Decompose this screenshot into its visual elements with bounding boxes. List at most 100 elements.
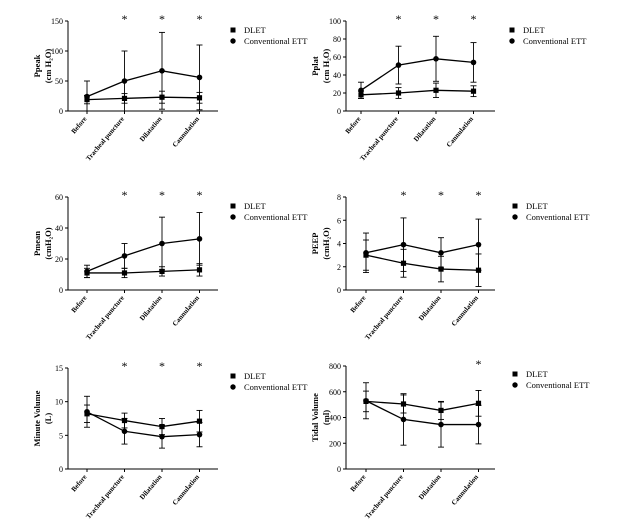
series-conventional-ett	[363, 217, 482, 274]
data-point	[400, 416, 407, 423]
x-tick-label: Cannulation	[171, 294, 201, 328]
legend-label-dlet: DLET	[244, 201, 267, 211]
x-tick-label: Before	[344, 115, 363, 135]
significance-mark: *	[122, 188, 128, 202]
data-point	[196, 418, 203, 424]
series-line	[365, 400, 479, 412]
legend-label-conventional-ett: Conventional ETT	[244, 36, 308, 46]
significance-mark: *	[476, 357, 482, 371]
significance-mark: *	[159, 359, 165, 373]
series-dlet	[363, 239, 482, 287]
y-axis-label-line: (cmH₂O)	[43, 227, 53, 259]
y-axis-label: Ppeak(cm H₂O)	[32, 49, 53, 84]
data-point	[196, 74, 203, 81]
y-tick-label: 15	[55, 364, 63, 373]
significance-mark: *	[476, 188, 482, 202]
y-tick-label: 40	[333, 71, 341, 80]
y-tick-label: 60	[55, 193, 63, 202]
series-line	[86, 413, 200, 428]
x-tick-label: Tracheal puncture	[84, 473, 126, 520]
legend-label-dlet: DLET	[526, 369, 549, 379]
series-dlet	[84, 263, 203, 279]
y-tick-label: 50	[55, 77, 63, 86]
y-axis-label-line: Pmean	[32, 231, 42, 256]
x-tick-label: Dilatation	[417, 294, 442, 322]
y-tick-label: 0	[337, 107, 341, 116]
y-tick-label: 60	[333, 53, 341, 62]
significance-mark: *	[197, 188, 203, 202]
y-axis-label-line: (cm H₂O)	[43, 49, 53, 84]
significance-mark: *	[159, 12, 165, 26]
series-conventional-ett	[84, 212, 203, 279]
legend-marker-dlet	[230, 27, 236, 33]
legend-label-dlet: DLET	[244, 371, 267, 381]
x-tick-label: Dilatation	[138, 115, 163, 143]
data-point	[121, 78, 128, 84]
x-tick-label: Tracheal puncture	[358, 115, 400, 162]
data-point	[159, 240, 165, 247]
x-tick-label: Tracheal puncture	[84, 294, 126, 341]
y-tick-label: 200	[329, 439, 341, 448]
y-axis-label-line: Minute Volume	[32, 390, 42, 446]
y-axis-label: Minute Volume(L)	[32, 390, 53, 446]
significance-mark: *	[396, 12, 402, 26]
legend-marker-conventional-ett	[230, 38, 236, 44]
y-axis-label: Pmean(cmH₂O)	[32, 227, 53, 259]
y-axis-label-line: (cmH₂O)	[321, 227, 331, 259]
significance-mark: *	[197, 359, 203, 373]
data-point	[84, 408, 90, 415]
x-tick-label: Dilatation	[138, 294, 163, 322]
y-tick-label: 0	[59, 465, 63, 474]
data-point	[121, 270, 128, 276]
series-line	[86, 411, 200, 438]
y-tick-label: 8	[337, 193, 341, 202]
y-tick-label: 6	[337, 216, 341, 225]
series-line	[360, 89, 474, 96]
legend-label-conventional-ett: Conventional ETT	[523, 36, 587, 46]
y-tick-label: 0	[59, 107, 63, 116]
y-axis-label: PEEP(cmH₂O)	[310, 227, 331, 259]
data-point	[159, 68, 165, 74]
y-tick-label: 10	[55, 398, 63, 407]
legend-marker-conventional-ett	[512, 214, 518, 220]
legend-label-conventional-ett: Conventional ETT	[244, 212, 308, 222]
significance-mark: *	[122, 359, 128, 373]
y-tick-label: 2	[337, 263, 341, 272]
y-axis-label-line: Pplat	[310, 56, 320, 76]
y-tick-label: 20	[55, 255, 63, 264]
data-point	[159, 268, 165, 274]
data-point	[196, 267, 203, 273]
series-conventional-ett	[84, 31, 203, 112]
series-line	[360, 58, 474, 91]
data-point	[121, 428, 128, 435]
legend-label-dlet: DLET	[523, 25, 546, 35]
data-point	[196, 431, 203, 438]
data-point	[363, 397, 369, 404]
series-line	[86, 96, 200, 101]
series-conventional-ett	[358, 35, 477, 99]
data-point	[475, 241, 482, 248]
y-tick-label: 400	[329, 414, 341, 423]
data-point	[475, 421, 482, 428]
x-tick-label: Tracheal puncture	[363, 294, 405, 341]
legend-marker-conventional-ett	[230, 384, 236, 390]
data-point	[475, 400, 482, 406]
series-line	[87, 269, 200, 274]
data-point	[121, 253, 128, 259]
y-axis-label-line: Tidal Volume	[310, 393, 320, 442]
x-tick-label: Cannulation	[450, 294, 480, 328]
data-point	[438, 266, 444, 272]
y-tick-label: 100	[329, 17, 341, 26]
significance-mark: *	[197, 12, 203, 26]
x-tick-label: Tracheal puncture	[84, 115, 126, 162]
x-tick-label: Before	[349, 294, 368, 314]
series-conventional-ett	[84, 395, 203, 449]
data-point	[395, 62, 402, 68]
